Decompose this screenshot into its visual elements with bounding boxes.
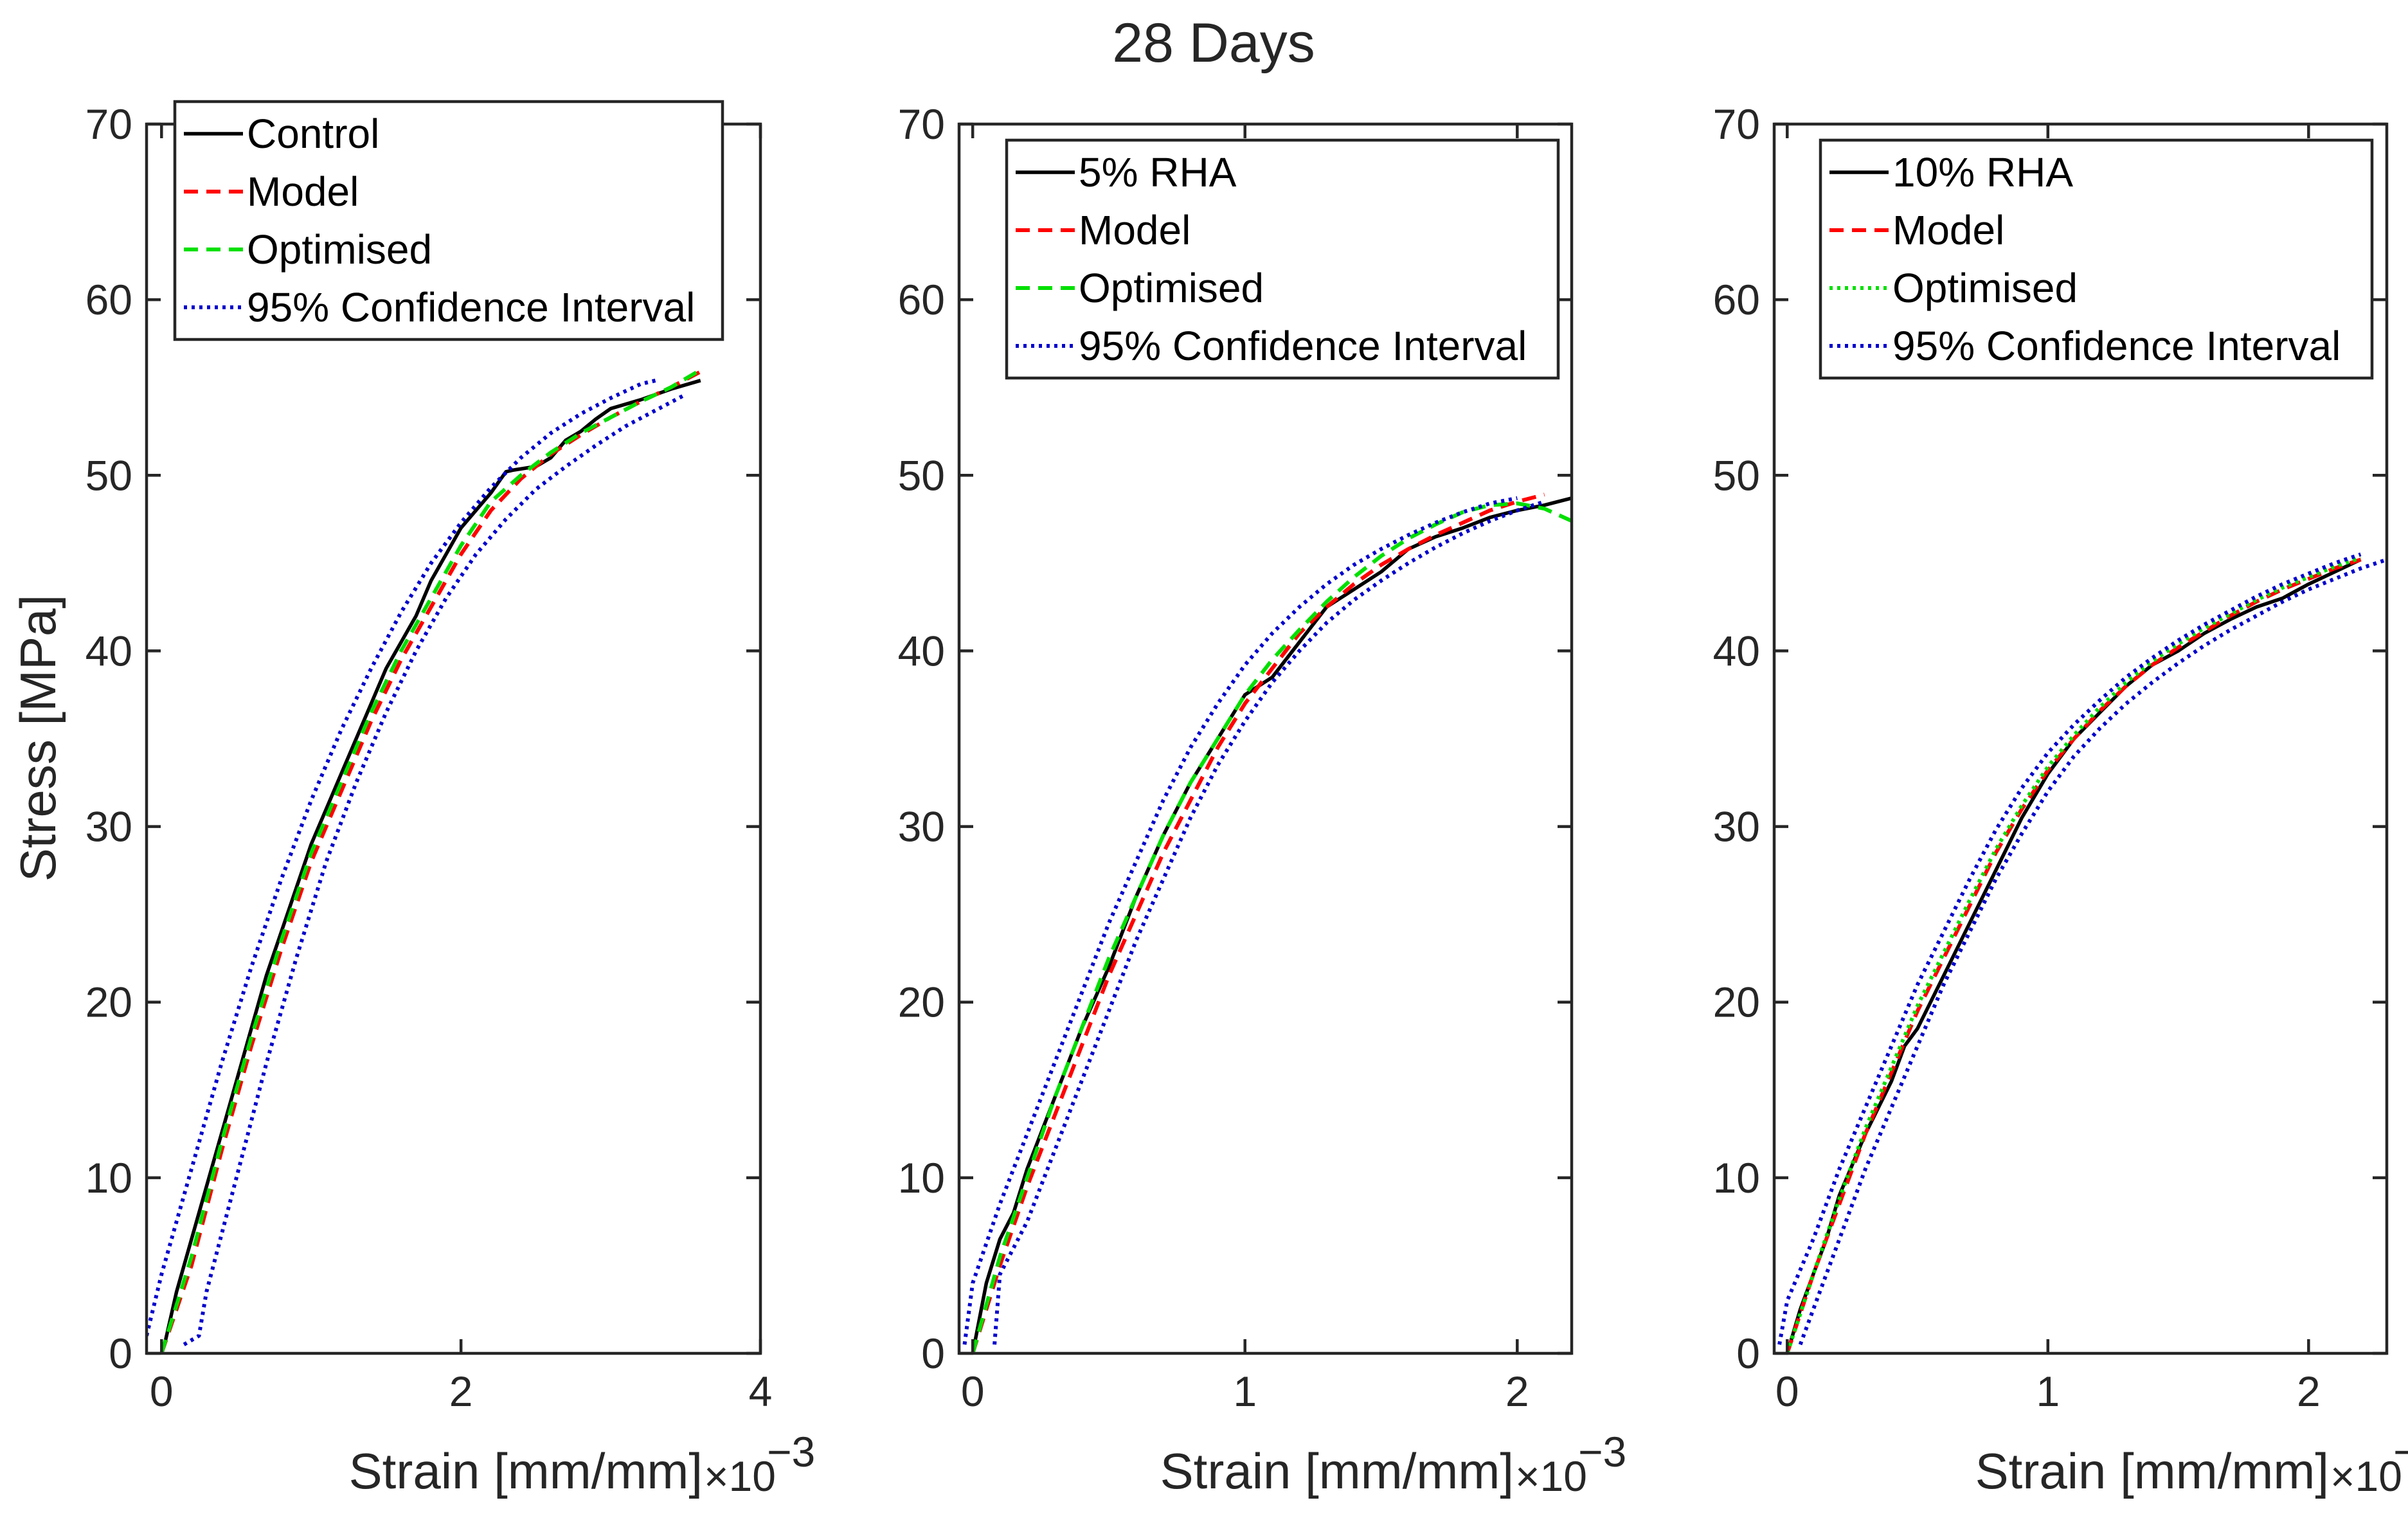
legend-label: 95% Confidence Interval [247,284,695,330]
legend-label: 5% RHA [1079,149,1237,195]
x-axis-label: Strain [mm/mm] [1160,1443,1514,1499]
legend-label: Control [247,111,379,157]
x-axis-multiplier-exponent: −3 [1578,1428,1626,1475]
y-tick-label: 10 [85,1154,132,1202]
y-tick-label: 40 [1713,627,1760,674]
series-line-95-confidence-interval-lower [183,392,687,1346]
x-tick-label: 0 [961,1367,985,1415]
series-line-95-confidence-interval [1777,552,2362,1345]
x-axis-label: Strain [mm/mm] [349,1443,703,1499]
legend-label: 10% RHA [1892,149,2073,195]
series-group [1777,552,2387,1353]
x-tick-label: 2 [1505,1367,1529,1415]
x-tick-label: 0 [1775,1367,1799,1415]
legend-label: Optimised [1079,265,1264,311]
y-tick-label: 50 [85,451,132,499]
y-tick-label: 10 [1713,1154,1760,1202]
x-tick-label: 1 [2036,1367,2060,1415]
legend-label: Optimised [1892,265,2078,311]
y-tick-label: 20 [1713,979,1760,1026]
chart-panel-3: 0 10 20 30 40 50 60 70 0 1 2 Strain [mm/mm]×10−3 10%… [1713,100,2408,1500]
y-tick-label: 20 [85,979,132,1026]
series-line-model [1785,557,2362,1353]
y-tick-label: 70 [898,100,945,148]
x-tick-label: 2 [449,1367,473,1415]
x-axis-multiplier-exponent: −3 [767,1428,815,1475]
legend: 10% RHA Model Optimised 95% Confidence Inte… [1819,138,2374,380]
x-axis-multiplier-exponent: −3 [2393,1428,2408,1475]
series-group [147,368,702,1353]
legend-label: Model [247,168,359,215]
y-tick-label: 30 [898,803,945,851]
legend-box [173,100,724,341]
x-tick-label: 2 [2297,1367,2321,1415]
y-tick-label: 30 [1713,803,1760,851]
legend: Control Model Optimised 95% Confidence Inte… [173,100,724,341]
y-tick-label: 40 [85,627,132,674]
x-axis-multiplier: ×10 [1515,1452,1587,1500]
legend: 5% RHA Model Optimised 95% Confidence Inter… [1005,138,1560,380]
legend-label: 95% Confidence Interval [1892,323,2341,369]
y-tick-label: 0 [109,1330,132,1377]
legend-label: Optimised [247,226,432,273]
legend-box [1819,138,2374,380]
y-tick-label: 40 [898,627,945,674]
x-tick-label: 1 [1233,1367,1257,1415]
series-line-95-confidence-interval [962,496,1518,1345]
x-tick-label: 4 [749,1367,773,1415]
chart-panel-1: 0 10 20 30 40 50 60 70 0 2 4 Strain [mm/mm] ×10−3 Con… [85,100,815,1500]
y-tick-label: 50 [1713,451,1760,499]
y-tick-label: 0 [1736,1330,1760,1377]
y-tick-label: 70 [1713,100,1760,148]
y-tick-label: 50 [898,451,945,499]
y-tick-label: 60 [898,276,945,323]
y-axis-label: Stress [MPa] [10,595,66,881]
legend-label: 95% Confidence Interval [1079,323,1527,369]
series-line-model [971,492,1545,1353]
y-tick-label: 60 [85,276,132,323]
figure-title: 28 Days [1112,12,1315,74]
y-tick-label: 30 [85,803,132,851]
axes-box [1772,122,2389,1355]
series-group [962,492,1572,1353]
x-axis-multiplier: ×10 [704,1452,776,1500]
y-tick-label: 10 [898,1154,945,1202]
series-line-optimised [159,368,702,1353]
y-tick-label: 60 [1713,276,1760,323]
legend-label: Model [1079,207,1191,253]
x-axis-label: Strain [mm/mm] [1975,1443,2329,1499]
chart-panel-2: 0 10 20 30 40 50 60 70 0 1 2 Strain [mm/mm] ×10−3 5% … [898,100,1627,1500]
y-tick-label: 0 [921,1330,945,1377]
axes-box [957,122,1574,1355]
legend-box [1005,138,1560,380]
series-line-5-rha [971,496,1572,1353]
x-tick-label: 0 [150,1367,174,1415]
y-tick-label: 70 [85,100,132,148]
legend-label: Model [1892,207,2004,253]
x-axis-multiplier: ×10 [2330,1452,2402,1500]
y-tick-label: 20 [898,979,945,1026]
